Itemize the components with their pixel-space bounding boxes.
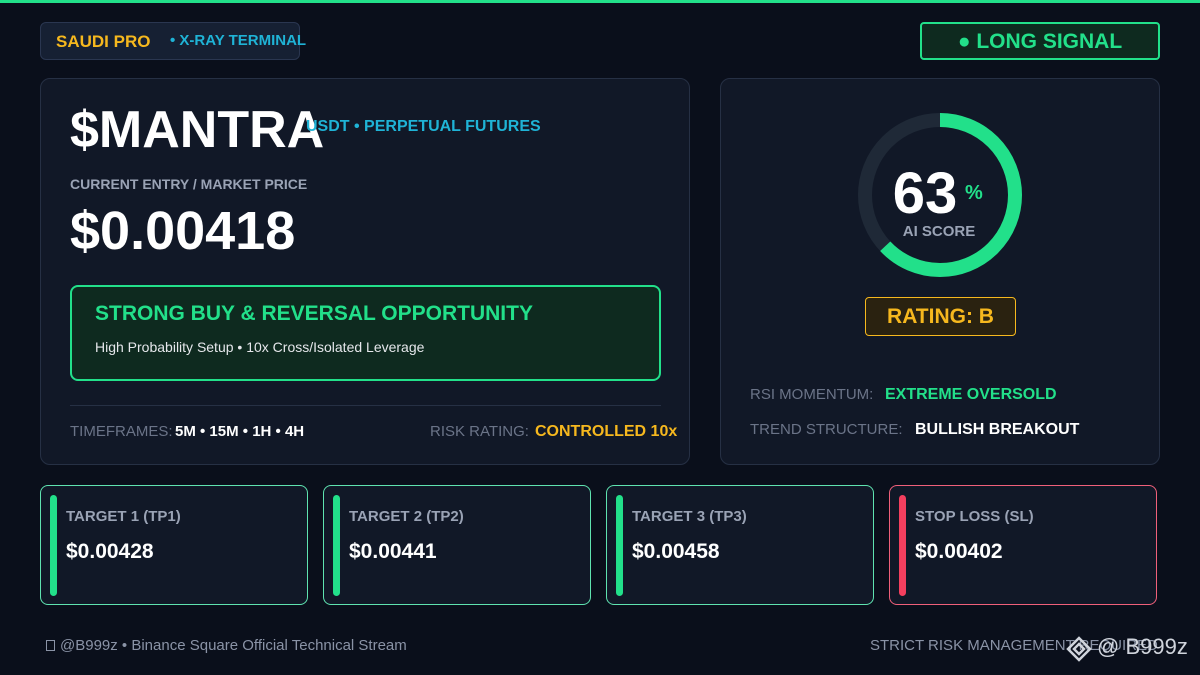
stop-price: $0.00402 — [915, 540, 1003, 563]
ticker: $MANTRA — [70, 101, 325, 159]
price: $0.00418 — [70, 201, 296, 261]
footer-right: STRICT RISK MANAGEMENT REQUIRED — [870, 637, 1158, 654]
rating: RATING: B — [865, 297, 1016, 336]
callout-title: STRONG BUY & REVERSAL OPPORTUNITY — [95, 302, 533, 325]
signal-badge: ● LONG SIGNAL — [920, 22, 1160, 60]
divider — [70, 405, 661, 406]
indicator-value: EXTREME OVERSOLD — [885, 386, 1057, 403]
accent-bar — [899, 495, 906, 596]
target-label: TARGET 1 (TP1) — [66, 508, 181, 525]
accent-bar — [333, 495, 340, 596]
stop-label: STOP LOSS (SL) — [915, 508, 1034, 525]
indicator-label: TREND STRUCTURE: — [750, 421, 903, 438]
brand-subtitle: • X-RAY TERMINAL — [170, 32, 307, 49]
indicator-value: BULLISH BREAKOUT — [915, 421, 1080, 438]
callout-box — [70, 285, 661, 381]
top-accent — [0, 0, 1200, 3]
timeframes-label: TIMEFRAMES: — [70, 423, 173, 440]
target-price: $0.00428 — [66, 540, 154, 563]
watermark: @ B999z — [1097, 634, 1188, 659]
risk-label: RISK RATING: — [430, 423, 529, 440]
market: USDT • PERPETUAL FUTURES — [306, 118, 541, 135]
stop-loss-card: STOP LOSS (SL) $0.00402 — [889, 485, 1157, 605]
score-unit: % — [965, 182, 983, 204]
accent-bar — [50, 495, 57, 596]
score-label: AI SCORE — [902, 223, 976, 240]
indicator-label: RSI MOMENTUM: — [750, 386, 874, 403]
timeframes: 5M • 15M • 1H • 4H — [175, 423, 305, 440]
target-price: $0.00458 — [632, 540, 720, 563]
brand: SAUDI PRO — [56, 32, 151, 51]
brand-badge — [40, 22, 300, 60]
missing-glyph — [46, 640, 55, 651]
risk: CONTROLLED 10x — [535, 423, 678, 440]
target-card: TARGET 3 (TP3) $0.00458 — [606, 485, 874, 605]
target-label: TARGET 2 (TP2) — [349, 508, 464, 525]
accent-bar — [616, 495, 623, 596]
price-label: CURRENT ENTRY / MARKET PRICE — [70, 176, 308, 192]
target-label: TARGET 3 (TP3) — [632, 508, 747, 525]
watermark-logo — [1066, 636, 1092, 662]
target-card: TARGET 2 (TP2) $0.00441 — [323, 485, 591, 605]
score-gauge — [858, 113, 1022, 277]
gauge-arc — [858, 113, 1022, 277]
footer-left: @B999z • Binance Square Official Technic… — [60, 637, 407, 654]
target-price: $0.00441 — [349, 540, 437, 563]
callout-text: High Probability Setup • 10x Cross/Isola… — [95, 339, 425, 355]
main-panel — [40, 78, 690, 465]
target-card: TARGET 1 (TP1) $0.00428 — [40, 485, 308, 605]
score-value: 63 — [892, 161, 958, 226]
